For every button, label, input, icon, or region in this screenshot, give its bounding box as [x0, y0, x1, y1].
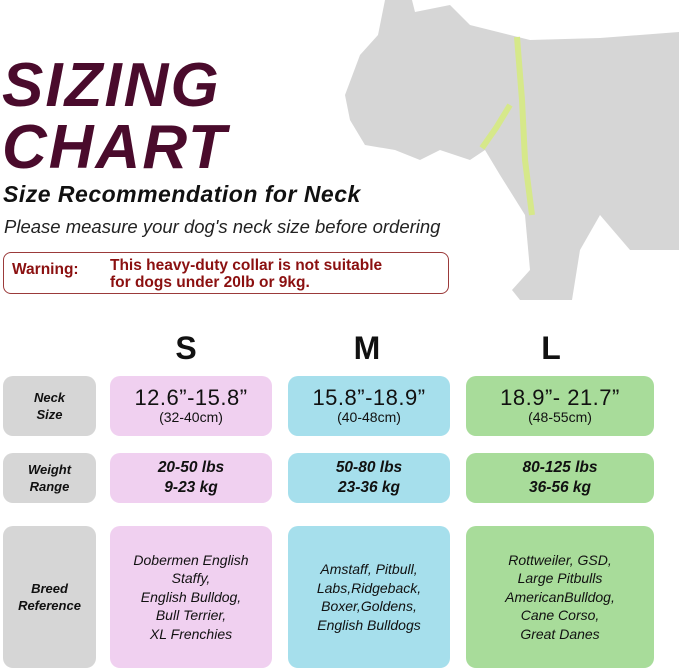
breeds-m: Amstaff, Pitbull, Labs,Ridgeback, Boxer,Go… [288, 526, 450, 668]
weight-m: 50-80 lbs 23-36 kg [288, 453, 450, 503]
row-label-neck-size: Neck Size [3, 376, 96, 436]
warning-label: Warning: [12, 261, 79, 278]
breed-line: Amstaff, Pitbull, [320, 561, 418, 577]
weight-kg: 9-23 kg [164, 479, 218, 496]
breed-line: AmericanBulldog, [505, 588, 615, 605]
weight-kg: 36-56 kg [528, 479, 592, 496]
warning-message: This heavy-duty collar is not suitable f… [110, 257, 382, 291]
row-label-breed-reference: Breed Reference [3, 526, 96, 668]
warning-line1: This heavy-duty collar is not suitable [110, 257, 383, 274]
neck-size-s: 12.6”-15.8” (32-40cm) [110, 376, 272, 436]
row-label-line: Range [29, 479, 70, 494]
warning-box: Warning: This heavy-duty collar is not s… [3, 252, 449, 294]
size-header-s: S [175, 330, 197, 366]
neck-inches: 12.6”-15.8” [134, 385, 248, 410]
breed-line: Large Pitbulls [517, 570, 603, 587]
neck-inches: 18.9”- 21.7” [500, 385, 620, 410]
dog-body [345, 0, 679, 300]
size-header-m: M [353, 330, 381, 366]
breeds-s: Dobermen English Staffy, English Bulldog, B… [110, 526, 272, 668]
dog-silhouette-illustration [345, 0, 679, 300]
weight-s: 20-50 lbs 9-23 kg [110, 453, 272, 503]
title-sizing: SIZING [2, 51, 221, 120]
weight-lbs: 80-125 lbs [522, 459, 598, 476]
row-label-weight-range: Weight Range [3, 453, 96, 503]
row-label-line: Neck [33, 390, 66, 405]
instruction: Please measure your dog's neck size befo… [4, 216, 441, 237]
neck-cm: (40-48cm) [337, 409, 401, 425]
breed-line: Great Danes [520, 625, 600, 642]
weight-kg: 23-36 kg [337, 479, 401, 496]
row-label-line: Reference [18, 598, 81, 613]
neck-cm: (48-55cm) [528, 409, 592, 425]
breed-line: English Bulldog, [140, 588, 242, 605]
neck-size-l: 18.9”- 21.7” (48-55cm) [466, 376, 654, 436]
measuring-tape [479, 36, 535, 216]
subtitle: Size Recommendation for Neck [3, 181, 361, 207]
weight-lbs: 50-80 lbs [335, 459, 403, 476]
breed-line: Labs,Ridgeback, [316, 579, 422, 596]
neck-inches: 15.8”-18.9” [312, 385, 426, 410]
row-label-line: Size [36, 407, 63, 422]
row-label-line: Weight [27, 462, 72, 477]
breed-line: XL Frenchies [149, 625, 233, 642]
breed-line: Cane Corso, [520, 607, 600, 624]
size-header-l: L [541, 330, 561, 366]
neck-size-m: 15.8”-18.9” (40-48cm) [288, 376, 450, 436]
breed-line: Dobermen English [133, 551, 249, 568]
title-chart: CHART [2, 113, 228, 182]
breed-line: Rottweiler, GSD, [508, 551, 612, 568]
weight-lbs: 20-50 lbs [157, 459, 225, 476]
breed-line: English Bulldogs [317, 616, 421, 633]
row-label-line: Breed [31, 581, 68, 596]
breed-line: Bull Terrier, [155, 607, 227, 624]
warning-line2: for dogs under 20lb or 9kg. [110, 274, 310, 291]
breed-line: Staffy, [171, 570, 211, 587]
breeds-l: Rottweiler, GSD, Large Pitbulls AmericanBu… [466, 526, 654, 668]
neck-cm: (32-40cm) [159, 409, 223, 425]
breed-line: Boxer,Goldens, [321, 598, 417, 614]
weight-l: 80-125 lbs 36-56 kg [466, 453, 654, 503]
